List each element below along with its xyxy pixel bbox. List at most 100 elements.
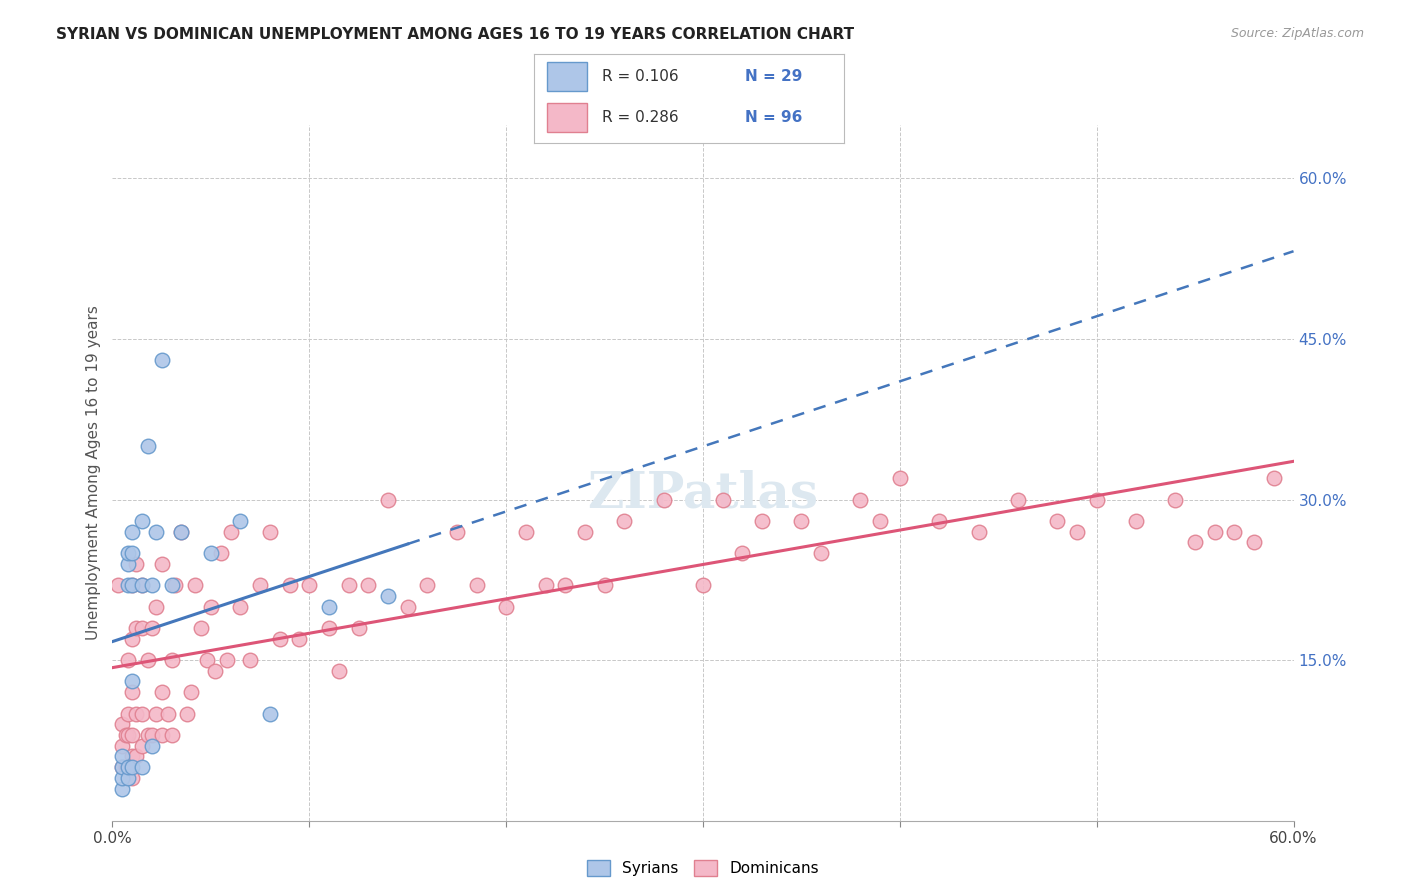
Text: ZIPatlas: ZIPatlas [588, 469, 818, 518]
Point [156, 706, 179, 721]
Point [928, 514, 950, 528]
Point [1223, 524, 1246, 539]
Point [652, 492, 675, 507]
Point [160, 653, 183, 667]
Point [184, 578, 207, 592]
Point [318, 599, 340, 614]
Point [377, 492, 399, 507]
Point [176, 706, 198, 721]
Point [613, 514, 636, 528]
Point [1204, 524, 1226, 539]
Point [131, 514, 153, 528]
Point [117, 578, 139, 592]
Point [377, 589, 399, 603]
Point [117, 728, 139, 742]
Point [259, 524, 281, 539]
Text: R = 0.106: R = 0.106 [602, 70, 679, 84]
Point [889, 471, 911, 485]
Point [121, 685, 143, 699]
Point [219, 524, 242, 539]
Point [111, 749, 134, 764]
Point [692, 578, 714, 592]
Point [967, 524, 990, 539]
Point [554, 578, 576, 592]
Point [117, 760, 139, 774]
Point [259, 706, 281, 721]
Point [111, 771, 134, 785]
Point [229, 599, 252, 614]
Point [125, 706, 148, 721]
Point [195, 653, 218, 667]
Point [869, 514, 891, 528]
Point [117, 653, 139, 667]
Point [711, 492, 734, 507]
Point [111, 781, 134, 796]
Point [200, 599, 222, 614]
Point [111, 760, 134, 774]
Point [288, 632, 311, 646]
Point [121, 524, 143, 539]
Point [200, 546, 222, 560]
Point [150, 557, 173, 571]
Point [131, 578, 153, 592]
Point [121, 578, 143, 592]
Point [170, 524, 193, 539]
Point [131, 578, 153, 592]
Point [318, 621, 340, 635]
Point [160, 728, 183, 742]
Point [117, 760, 139, 774]
Point [141, 578, 163, 592]
Point [111, 717, 134, 731]
Point [180, 685, 202, 699]
Point [337, 578, 360, 592]
Point [1046, 514, 1069, 528]
Point [145, 599, 167, 614]
Point [347, 621, 370, 635]
Point [131, 706, 153, 721]
Point [357, 578, 380, 592]
Point [790, 514, 813, 528]
Point [515, 524, 537, 539]
Point [121, 578, 143, 592]
Point [115, 728, 138, 742]
Text: Source: ZipAtlas.com: Source: ZipAtlas.com [1230, 27, 1364, 40]
Point [1007, 492, 1029, 507]
Point [1125, 514, 1147, 528]
Point [190, 621, 212, 635]
Point [160, 578, 183, 592]
Point [136, 653, 159, 667]
Legend: Syrians, Dominicans: Syrians, Dominicans [581, 855, 825, 882]
Text: N = 96: N = 96 [745, 111, 801, 125]
Point [416, 578, 439, 592]
Point [249, 578, 271, 592]
Point [298, 578, 321, 592]
Point [121, 760, 143, 774]
Point [229, 514, 252, 528]
Point [145, 524, 167, 539]
Point [115, 760, 138, 774]
Point [1243, 535, 1265, 549]
Point [150, 685, 173, 699]
Point [107, 578, 129, 592]
Point [849, 492, 872, 507]
Point [131, 739, 153, 753]
Point [495, 599, 517, 614]
Point [170, 524, 193, 539]
Point [136, 728, 159, 742]
Point [731, 546, 754, 560]
Point [1066, 524, 1088, 539]
Point [136, 439, 159, 453]
Point [239, 653, 262, 667]
Point [1263, 471, 1285, 485]
Point [396, 599, 419, 614]
Point [117, 546, 139, 560]
Point [751, 514, 773, 528]
Point [1085, 492, 1108, 507]
Point [150, 728, 173, 742]
Point [574, 524, 596, 539]
Point [121, 771, 143, 785]
FancyBboxPatch shape [547, 103, 586, 132]
Text: R = 0.286: R = 0.286 [602, 111, 679, 125]
Point [446, 524, 468, 539]
FancyBboxPatch shape [547, 62, 586, 91]
